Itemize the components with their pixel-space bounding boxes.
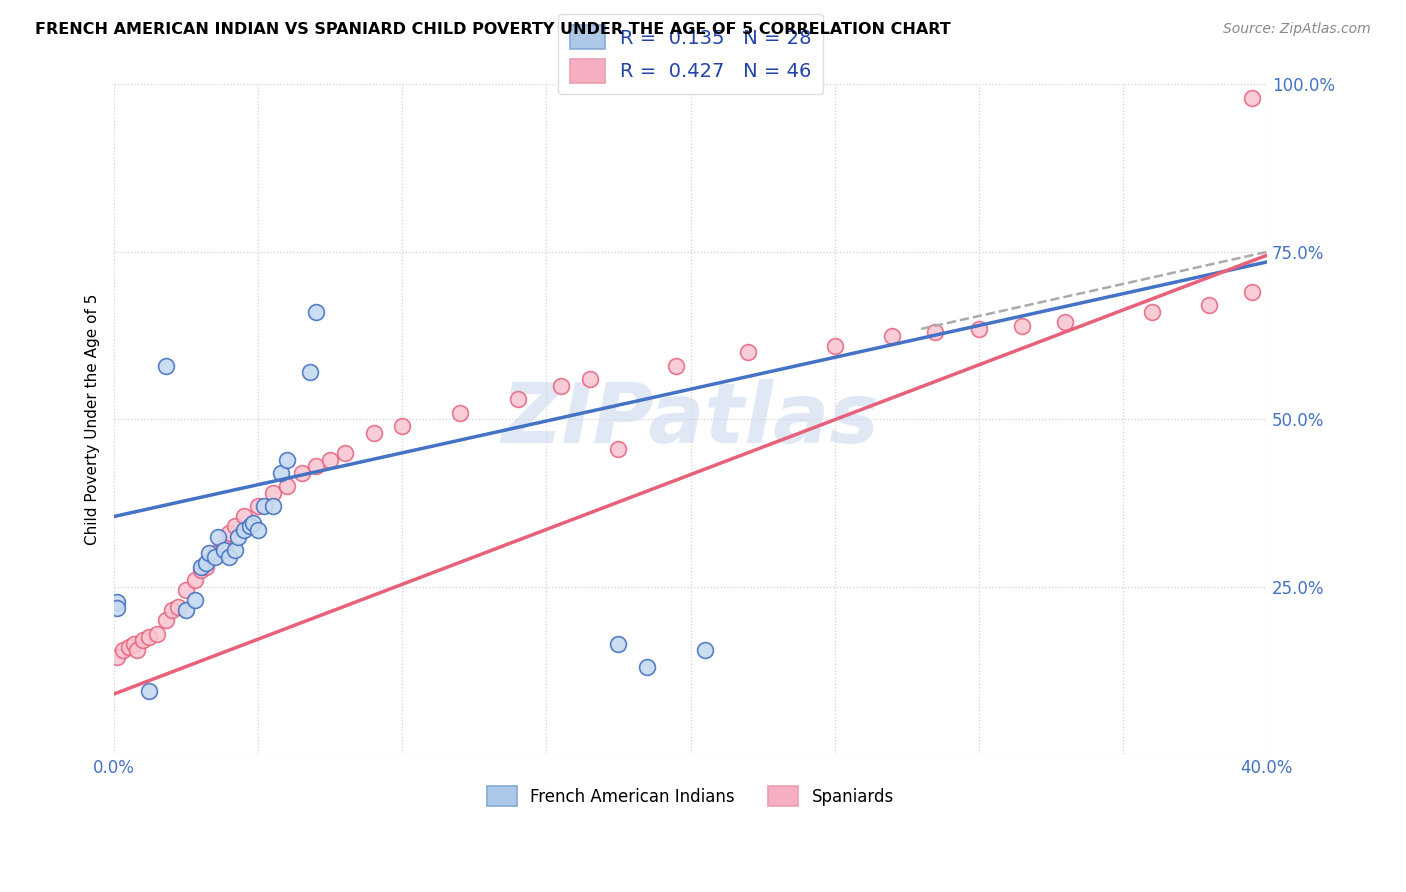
- Point: [184, 593, 207, 607]
- Point: [824, 339, 846, 353]
- Point: [363, 425, 385, 440]
- Point: [506, 392, 529, 407]
- Point: [218, 549, 240, 564]
- Point: [204, 549, 226, 564]
- Point: [299, 366, 322, 380]
- Point: [224, 519, 246, 533]
- Point: [550, 379, 572, 393]
- Point: [1241, 91, 1264, 105]
- Point: [138, 630, 160, 644]
- Point: [270, 466, 292, 480]
- Point: [665, 359, 688, 373]
- Point: [1011, 318, 1033, 333]
- Point: [204, 546, 226, 560]
- Point: [198, 546, 221, 560]
- Point: [207, 529, 229, 543]
- Point: [226, 529, 249, 543]
- Point: [232, 509, 254, 524]
- Point: [155, 613, 177, 627]
- Point: [195, 559, 218, 574]
- Point: [1241, 285, 1264, 299]
- Point: [276, 452, 298, 467]
- Point: [224, 543, 246, 558]
- Point: [967, 322, 990, 336]
- Point: [184, 573, 207, 587]
- Point: [190, 563, 212, 577]
- Point: [607, 442, 630, 457]
- Point: [1198, 298, 1220, 312]
- Point: [105, 650, 128, 665]
- Point: [247, 500, 270, 514]
- Legend: French American Indians, Spaniards: French American Indians, Spaniards: [481, 780, 901, 813]
- Point: [262, 500, 284, 514]
- Point: [174, 583, 197, 598]
- Point: [212, 543, 235, 558]
- Point: [305, 305, 328, 319]
- Point: [247, 523, 270, 537]
- Point: [132, 633, 155, 648]
- Point: [111, 643, 134, 657]
- Text: FRENCH AMERICAN INDIAN VS SPANIARD CHILD POVERTY UNDER THE AGE OF 5 CORRELATION : FRENCH AMERICAN INDIAN VS SPANIARD CHILD…: [35, 22, 950, 37]
- Point: [737, 345, 759, 359]
- Point: [276, 479, 298, 493]
- Point: [693, 643, 716, 657]
- Point: [1054, 315, 1077, 329]
- Point: [290, 466, 312, 480]
- Point: [146, 626, 169, 640]
- Point: [636, 660, 658, 674]
- Point: [449, 406, 471, 420]
- Point: [218, 526, 240, 541]
- Point: [1140, 305, 1163, 319]
- Point: [262, 486, 284, 500]
- Point: [190, 559, 212, 574]
- Point: [124, 637, 146, 651]
- Point: [305, 459, 328, 474]
- Point: [127, 643, 149, 657]
- Point: [105, 601, 128, 615]
- Point: [138, 683, 160, 698]
- Y-axis label: Child Poverty Under the Age of 5: Child Poverty Under the Age of 5: [86, 293, 100, 545]
- Point: [333, 446, 356, 460]
- Point: [319, 452, 342, 467]
- Point: [212, 540, 235, 554]
- Text: ZIPatlas: ZIPatlas: [502, 379, 880, 459]
- Point: [242, 516, 264, 530]
- Point: [195, 557, 218, 571]
- Point: [578, 372, 600, 386]
- Point: [232, 523, 254, 537]
- Point: [239, 519, 262, 533]
- Point: [924, 325, 946, 339]
- Point: [607, 637, 630, 651]
- Point: [391, 419, 413, 434]
- Point: [155, 359, 177, 373]
- Point: [117, 640, 139, 654]
- Point: [105, 594, 128, 608]
- Point: [882, 328, 904, 343]
- Point: [166, 599, 188, 614]
- Point: [253, 500, 276, 514]
- Point: [174, 603, 197, 617]
- Text: Source: ZipAtlas.com: Source: ZipAtlas.com: [1223, 22, 1371, 37]
- Point: [160, 603, 183, 617]
